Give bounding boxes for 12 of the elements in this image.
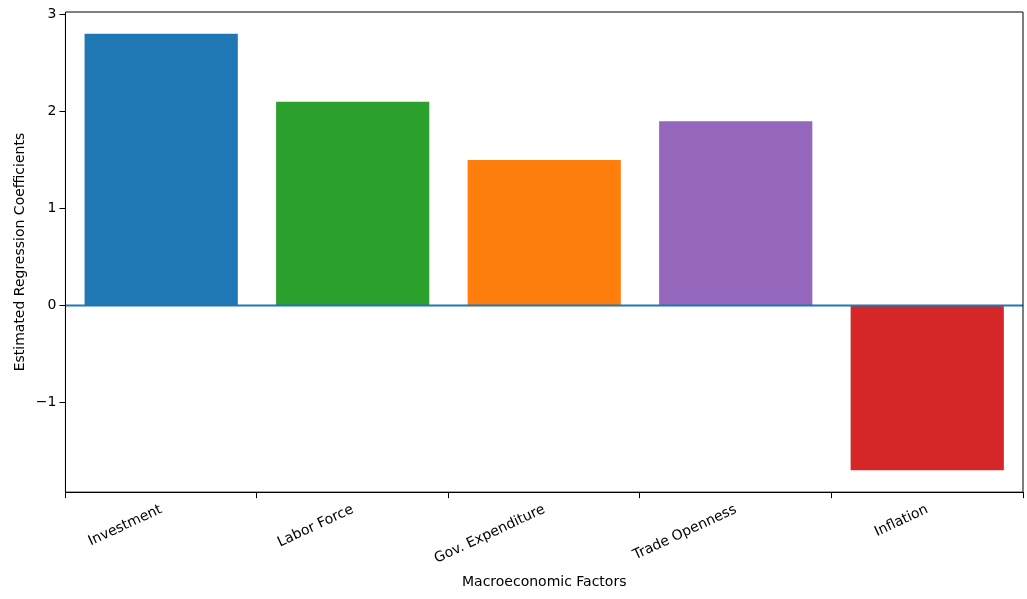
bar bbox=[276, 101, 430, 305]
x-axis-title: Macroeconomic Factors bbox=[461, 573, 627, 590]
bar bbox=[850, 305, 1004, 471]
y-tick-label: 3 bbox=[47, 5, 57, 22]
y-axis-title: Estimated Regression Coefficients bbox=[11, 132, 28, 372]
y-tick-label: 0 bbox=[47, 296, 57, 313]
y-tick-label: 2 bbox=[47, 102, 57, 119]
bar bbox=[467, 159, 621, 305]
x-tick-label: Labor Force bbox=[274, 500, 356, 550]
y-tick-label: −1 bbox=[35, 393, 57, 410]
y-tick-label: 1 bbox=[47, 199, 57, 216]
bar bbox=[659, 121, 813, 305]
